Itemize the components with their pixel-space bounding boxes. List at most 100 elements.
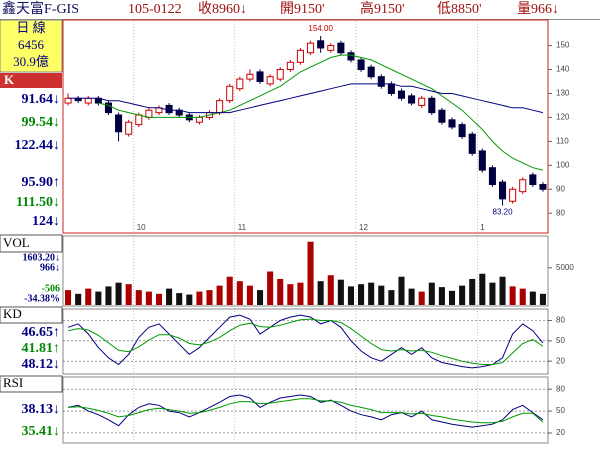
volume-bar	[277, 278, 284, 305]
period: 日 線	[16, 20, 45, 35]
indicator-value: 95.90↑	[22, 175, 61, 190]
candle-body	[145, 109, 153, 118]
info-box	[0, 19, 63, 73]
rsi-panel-frame	[62, 376, 549, 444]
volume-bar	[287, 284, 294, 305]
indicator-value: 966↓	[40, 262, 60, 273]
indicator-value: 122.44↓	[15, 138, 61, 153]
indicator-value: 91.64↓	[22, 92, 61, 107]
x-tick-label: 1	[480, 223, 485, 232]
y-tick-label: 50	[556, 336, 565, 345]
y-tick-label: 5000	[556, 263, 574, 272]
candle-body	[104, 102, 112, 114]
date: 105-0122	[128, 2, 182, 17]
volume-bar	[469, 278, 476, 305]
volume-bar	[236, 281, 243, 305]
volume-bar	[509, 286, 516, 305]
annotation: 154.00	[308, 24, 333, 33]
vol-label: VOL	[3, 235, 30, 250]
volume-bar	[327, 275, 334, 305]
volume-bar	[539, 293, 546, 305]
indicator-value: 46.65↑	[22, 325, 61, 340]
y-tick-label: 140	[556, 65, 570, 74]
volume-bar	[65, 290, 72, 305]
volume-bar	[448, 290, 456, 305]
indicator-line	[68, 83, 544, 114]
x-tick-label: 12	[359, 223, 368, 232]
volume-bar	[519, 288, 526, 305]
candle-body	[246, 73, 254, 80]
candle-body	[539, 183, 547, 190]
volume-bar	[226, 276, 233, 305]
candle-body	[135, 114, 143, 126]
volume-bar	[418, 291, 425, 305]
y-tick-label: 120	[556, 113, 570, 122]
candle-body	[499, 181, 507, 200]
volume-bar	[297, 282, 304, 305]
candle-body	[317, 40, 325, 49]
volume-bar	[529, 291, 536, 305]
kd-panel-frame	[62, 308, 549, 375]
volume-bar	[176, 293, 183, 305]
vol-label-box	[0, 234, 63, 253]
candle-body	[367, 66, 375, 78]
candle-body	[256, 71, 264, 82]
volume-bar	[438, 287, 445, 305]
y-tick-label: 80	[556, 208, 565, 217]
indicator-line	[68, 398, 544, 424]
candle-body	[347, 52, 355, 61]
volume: 量966↓	[517, 1, 559, 17]
candle-body	[64, 97, 72, 104]
candle-body	[357, 59, 365, 71]
y-tick-label: 20	[556, 356, 565, 365]
indicator-value: -506	[42, 283, 60, 294]
volume-bar	[408, 288, 415, 305]
open-price: 開9150'	[280, 2, 325, 17]
price-panel-frame	[62, 19, 549, 234]
volume-bar	[398, 276, 405, 305]
volume-bar	[135, 290, 142, 305]
indicator-value: -34.38%	[24, 293, 60, 304]
low-price: 低8850'	[437, 1, 482, 17]
volume-bar	[115, 282, 122, 305]
candle-body	[125, 121, 133, 135]
indicator-value: 124↓	[32, 214, 60, 229]
y-tick-label: 110	[556, 136, 569, 145]
volume-bar	[196, 291, 203, 305]
indicator-value: 111.50↓	[16, 195, 60, 210]
y-tick-label: 20	[556, 428, 565, 437]
y-tick-label: 130	[556, 89, 570, 98]
y-tick-label: 50	[556, 406, 565, 415]
y-tick-label: 100	[556, 160, 570, 169]
candle-body	[216, 100, 224, 114]
candle-body	[478, 150, 486, 171]
candle-body	[387, 83, 395, 94]
candle-body	[428, 97, 436, 114]
x-tick-label: 10	[137, 223, 146, 232]
volume-bar	[105, 286, 112, 305]
candle-body	[307, 42, 315, 54]
candle-body	[519, 179, 527, 193]
candle-body	[84, 97, 92, 104]
volume-bar	[307, 241, 314, 305]
candle-body	[397, 90, 406, 99]
high-price: 高9150'	[360, 0, 405, 17]
volume-bar	[388, 290, 395, 305]
volume-bar	[489, 282, 496, 305]
volume-bar	[206, 290, 213, 305]
candle-body	[438, 109, 446, 123]
candle-body	[529, 174, 537, 185]
volume-bar	[358, 284, 365, 305]
volume-bar	[85, 288, 92, 305]
y-tick-label: 80	[556, 384, 565, 393]
volume-bar	[428, 282, 435, 305]
k-label: K	[4, 72, 15, 87]
volume-bar	[155, 293, 163, 305]
indicator-line	[98, 54, 544, 171]
y-tick-label: 80	[556, 316, 565, 325]
candle-body	[488, 167, 496, 185]
volume-bar	[186, 294, 193, 305]
volume-panel-frame	[62, 235, 549, 307]
